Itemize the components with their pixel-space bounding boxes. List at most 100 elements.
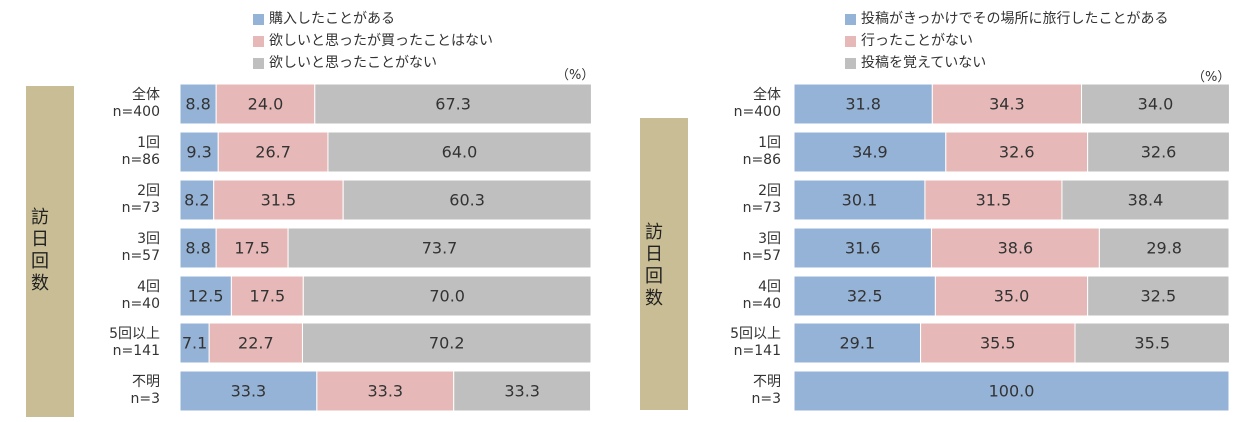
group-box: [26, 86, 74, 417]
category-label-line: n=400: [112, 104, 160, 120]
group-box: [640, 118, 688, 410]
bar-segment: [793, 83, 933, 125]
category-label-line: n=3: [130, 391, 160, 407]
category-label-line: n=73: [121, 200, 160, 216]
data-label: 31.6: [845, 239, 881, 258]
category-label-line: 3回: [758, 231, 781, 247]
bar-segment: [179, 275, 232, 317]
category-label-line: 不明: [132, 374, 160, 390]
bar-plot: 8.8 24.0 67.3 9.3 26.7 64.0 8.2 31.5 60.3 8.8 17.5…: [179, 83, 592, 412]
group-label-char: 訪: [645, 222, 663, 243]
bar-segment: [1087, 131, 1230, 173]
data-label: 17.5: [250, 287, 286, 306]
data-label: 22.7: [238, 334, 274, 353]
bar-segment: [1081, 83, 1230, 125]
category-label: 4回 n=40: [122, 279, 160, 313]
category-label: 全体 n=400: [113, 87, 160, 121]
legend-swatch: [845, 35, 856, 47]
category-label: 3回 n=57: [743, 231, 781, 265]
data-label: 70.2: [429, 334, 465, 353]
bar-segment: [230, 275, 304, 317]
category-label-line: n=40: [121, 296, 160, 312]
group-label-char: 日: [645, 244, 663, 265]
data-label: 29.8: [1146, 239, 1182, 258]
bar-segment: [793, 370, 1230, 412]
data-label: 73.7: [422, 239, 458, 258]
unit-label: （%）: [556, 68, 595, 83]
category-label-line: 4回: [758, 279, 781, 295]
data-label: 26.7: [255, 143, 291, 162]
data-label: 31.5: [261, 191, 297, 210]
category-label-line: 不明: [753, 374, 781, 390]
legend-item: 行ったことがない: [845, 30, 1168, 52]
bar-segment: [179, 179, 215, 221]
category-label-line: 1回: [137, 135, 160, 151]
bar-segment: [327, 131, 592, 173]
data-label: 64.0: [442, 143, 478, 162]
data-label: 12.5: [188, 287, 224, 306]
bar-segment: [793, 227, 932, 269]
category-label: 5回以上 n=141: [109, 326, 160, 360]
group-label-char: 回: [31, 251, 49, 272]
bar-segment: [931, 83, 1083, 125]
bar-segment: [934, 275, 1089, 317]
bar-segment: [793, 322, 922, 364]
bar-segment: [1098, 227, 1230, 269]
data-label: 32.5: [847, 287, 883, 306]
data-label: 8.2: [184, 191, 209, 210]
category-label-line: n=400: [733, 104, 781, 120]
category-label-line: n=141: [733, 343, 781, 359]
category-label-line: n=86: [121, 152, 160, 168]
data-label: 38.4: [1128, 191, 1164, 210]
bar-plot: 31.8 34.3 34.0 34.9 32.6 32.6 30.1 31.5 38.4 31.6…: [793, 83, 1230, 412]
left-chart-panel: 購入したことがある 欲しいと思ったが買ったことはない 欲しいと思ったことがない …: [0, 0, 600, 422]
group-label-char: 数: [31, 273, 49, 294]
category-label-line: n=57: [121, 248, 160, 264]
legend-swatch: [253, 13, 264, 25]
bar-segment: [215, 227, 289, 269]
legend-swatch: [845, 13, 856, 25]
legend-item: 投稿がきっかけでその場所に旅行したことがある: [845, 8, 1168, 30]
legend-label: 投稿を覚えていない: [861, 55, 987, 71]
data-label: 35.0: [994, 287, 1030, 306]
legend-label: 購入したことがある: [269, 11, 395, 27]
data-label: 70.0: [429, 287, 465, 306]
legend-swatch: [845, 57, 856, 69]
bar-segment: [301, 322, 592, 364]
data-label: 33.3: [231, 382, 267, 401]
category-label: 1回 n=86: [122, 135, 160, 169]
bar-segment: [217, 131, 329, 173]
category-label: 全体 n=400: [734, 87, 781, 121]
bar-segment: [342, 179, 592, 221]
category-label-line: 1回: [758, 135, 781, 151]
data-label: 8.8: [185, 239, 210, 258]
category-label-line: 全体: [132, 87, 160, 103]
data-label: 8.8: [185, 95, 210, 114]
bar-segment: [920, 322, 1076, 364]
legend-label: 投稿がきっかけでその場所に旅行したことがある: [861, 11, 1169, 27]
data-label: 33.3: [367, 382, 403, 401]
category-label-line: 全体: [753, 87, 781, 103]
bar-segment: [179, 227, 217, 269]
data-label: 30.1: [842, 191, 878, 210]
legend: 投稿がきっかけでその場所に旅行したことがある 行ったことがない 投稿を覚えていな…: [845, 8, 1168, 74]
bar-segment: [215, 83, 316, 125]
legend-item: 購入したことがある: [253, 8, 493, 30]
data-label: 24.0: [248, 95, 284, 114]
group-label: 訪日回数: [30, 207, 50, 295]
data-label: 31.5: [976, 191, 1012, 210]
bar-segment: [793, 275, 936, 317]
legend-swatch: [253, 57, 264, 69]
bar-segment: [314, 83, 592, 125]
group-label: 訪日回数: [644, 222, 664, 310]
category-label-line: n=57: [742, 248, 781, 264]
data-label: 34.9: [852, 143, 888, 162]
category-label: 5回以上 n=141: [730, 326, 781, 360]
bar-segment: [179, 83, 217, 125]
category-label-line: 5回以上: [109, 326, 160, 342]
group-label-char: 日: [31, 229, 49, 250]
data-label: 67.3: [435, 95, 471, 114]
data-label: 29.1: [839, 334, 875, 353]
category-label-line: n=3: [751, 391, 781, 407]
data-label: 32.5: [1141, 287, 1177, 306]
